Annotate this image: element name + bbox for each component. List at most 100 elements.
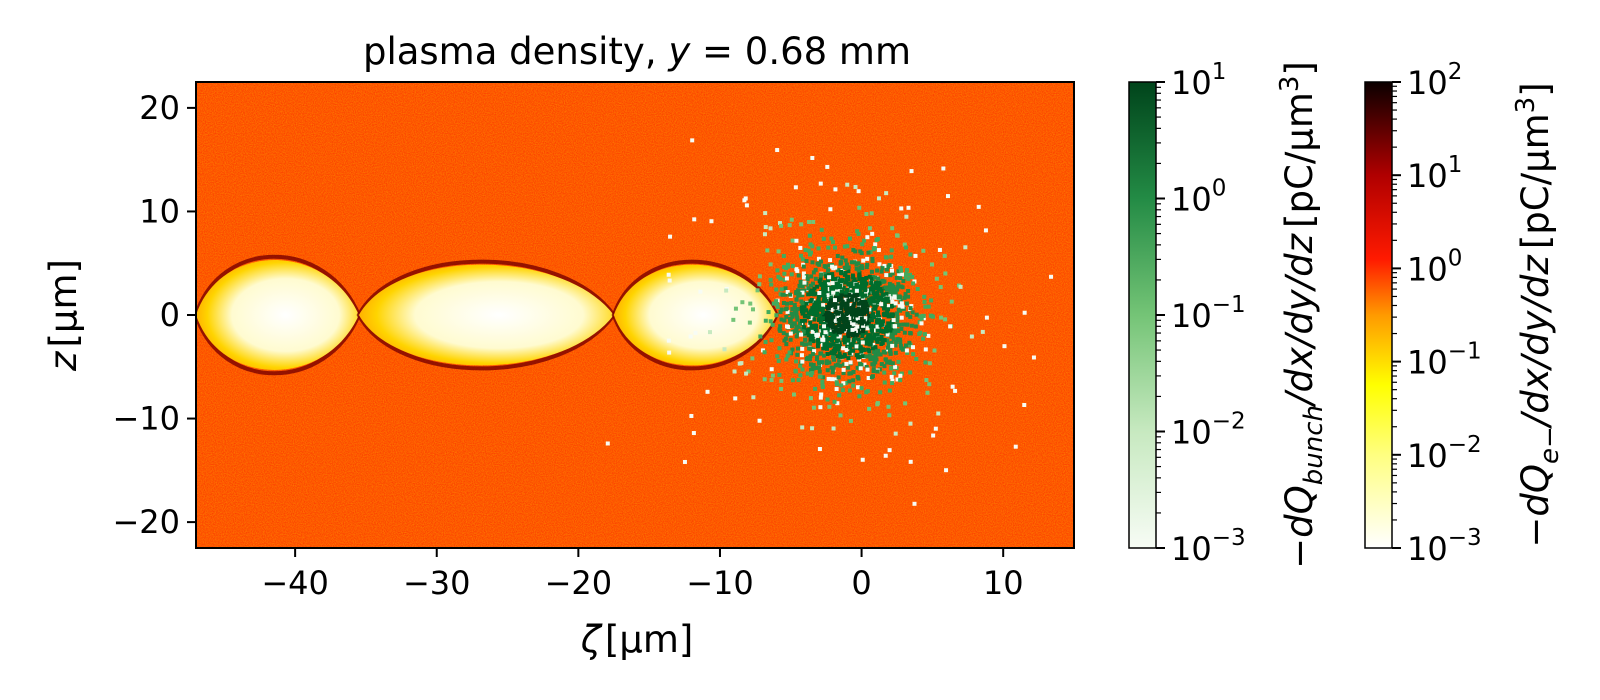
- bunch-particle: [906, 205, 911, 210]
- bunch-particle: [873, 275, 878, 280]
- bunch-particle: [843, 280, 848, 285]
- bunch-particle: [854, 297, 859, 302]
- bunch-particle: [921, 313, 926, 318]
- bunch-particle: [888, 273, 893, 278]
- bunch-particle: [762, 232, 767, 237]
- bunch-particle: [828, 337, 833, 342]
- bunch-particle: [836, 281, 841, 286]
- bunch-particle: [877, 367, 882, 372]
- bunch-particle: [885, 338, 890, 343]
- bunch-particle: [851, 275, 856, 280]
- bunch-particle: [836, 285, 841, 290]
- bunch-particle: [872, 295, 877, 300]
- bunch-particle: [682, 459, 687, 464]
- bunch-particle: [898, 298, 903, 303]
- bunch-particle: [852, 313, 857, 318]
- bunch-particle: [849, 348, 854, 353]
- colorbar-tick-label: 10−1: [1407, 339, 1482, 382]
- bunch-particle: [922, 299, 927, 304]
- bunch-particle: [855, 375, 860, 380]
- colorbar-tick-label: 10−2: [1171, 409, 1246, 452]
- bunch-particle: [769, 282, 774, 287]
- bunch-particle: [919, 321, 924, 326]
- bunch-particle: [784, 324, 789, 329]
- bunch-particle: [1022, 310, 1027, 315]
- bunch-particle: [818, 332, 823, 337]
- bunch-particle: [827, 315, 832, 320]
- bunch-particle: [882, 338, 887, 343]
- bunch-particle: [853, 286, 858, 291]
- bunch-particle: [862, 321, 867, 326]
- bunch-particle: [871, 336, 876, 341]
- bunch-particle: [824, 265, 829, 270]
- colorbar-electrons-ticks: 102 101 100 10−1 10−2 10−3: [1392, 59, 1482, 568]
- bunch-particle: [873, 345, 878, 350]
- bunch-particle: [859, 251, 864, 256]
- bunch-particle: [813, 267, 818, 272]
- bunch-particle: [899, 326, 904, 331]
- y-tick-label: −10: [112, 400, 180, 438]
- bunch-particle: [948, 324, 953, 329]
- bunch-particle: [887, 413, 892, 418]
- bunch-particle: [802, 329, 807, 334]
- bunch-particle: [879, 334, 884, 339]
- bunch-particle: [892, 294, 897, 299]
- bunch-particle: [859, 349, 864, 354]
- bunch-particle: [802, 304, 807, 309]
- bunch-particle: [873, 353, 878, 358]
- bunch-particle: [811, 270, 816, 275]
- bunch-particle: [927, 361, 932, 366]
- bunch-particle: [792, 302, 797, 307]
- bunch-particle: [842, 354, 847, 359]
- bunch-particle: [846, 321, 851, 326]
- bunch-particle: [885, 324, 890, 329]
- bunch-particle: [808, 299, 813, 304]
- bunch-particle: [790, 347, 795, 352]
- bunch-particle: [821, 236, 826, 241]
- bunch-particle: [733, 306, 738, 311]
- bunch-particle: [795, 268, 800, 273]
- bunch-particle: [815, 344, 820, 349]
- bunch-particle: [841, 319, 846, 324]
- bunch-particle: [836, 303, 841, 308]
- colorbar-bunch-ticks: 101 100 10−1 10−2 10−3: [1156, 59, 1246, 568]
- bunch-particle: [804, 301, 809, 306]
- bunch-particle: [885, 360, 890, 365]
- bunch-particle: [806, 327, 811, 332]
- bunch-particle: [884, 267, 889, 272]
- bunch-particle: [842, 244, 847, 249]
- bunch-particle: [958, 284, 963, 289]
- bunch-particle: [877, 262, 882, 267]
- bunch-particle: [818, 325, 823, 330]
- bunch-particle: [879, 328, 884, 333]
- bunch-particle: [843, 271, 848, 276]
- bunch-particle: [817, 365, 822, 370]
- bunch-particle: [794, 297, 799, 302]
- bunch-particle: [806, 248, 811, 253]
- bunch-particle: [861, 347, 866, 352]
- bunch-particle: [851, 340, 856, 345]
- bunch-particle: [895, 285, 900, 290]
- bunch-particle: [826, 306, 831, 311]
- bunch-particle: [848, 360, 853, 365]
- bunch-particle: [836, 317, 841, 322]
- bunch-particle: [856, 301, 861, 306]
- bunch-particle: [828, 331, 833, 336]
- y-axis-label: z[µm]: [42, 259, 85, 372]
- bunch-particle: [897, 322, 902, 327]
- bunch-particle: [863, 338, 868, 343]
- bunch-particle: [877, 281, 882, 286]
- bunch-particle: [816, 246, 821, 251]
- bunch-particle: [812, 292, 817, 297]
- bunch-particle: [921, 248, 926, 253]
- bunch-particle: [750, 356, 755, 361]
- bunch-particle: [839, 323, 844, 328]
- bunch-particle: [859, 308, 864, 313]
- bunch-particle: [869, 276, 874, 281]
- bunch-particle: [852, 330, 857, 335]
- bunch-particle: [708, 330, 713, 335]
- bunch-particle: [782, 271, 787, 276]
- colorbar-tick-label: 100: [1407, 245, 1462, 288]
- plasma-bubble: [196, 260, 359, 370]
